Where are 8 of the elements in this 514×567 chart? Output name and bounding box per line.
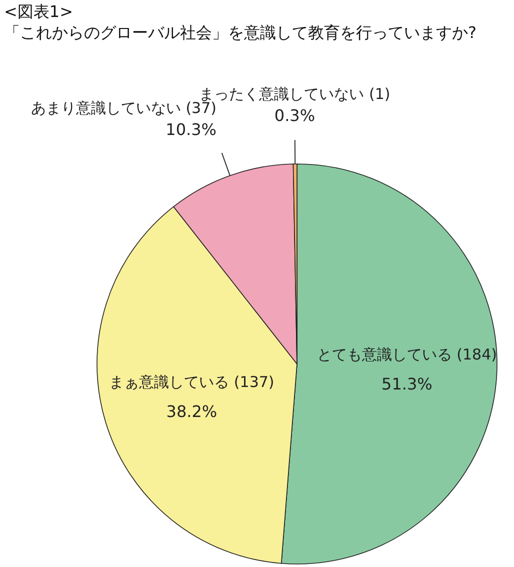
data-label: 0.3% — [274, 106, 316, 126]
data-label: 10.3% — [166, 120, 216, 139]
data-label: 51.3% — [382, 374, 432, 394]
slice-label: とても意識している (184) — [316, 345, 497, 364]
chart-subtitle: 「これからのグローバル社会」を意識して教育を行っていますか? — [4, 23, 476, 42]
chart-title: <図表1> — [4, 2, 73, 21]
slice-label: まぁ意識している (137) — [109, 372, 274, 391]
data-label: 38.2% — [166, 402, 218, 421]
